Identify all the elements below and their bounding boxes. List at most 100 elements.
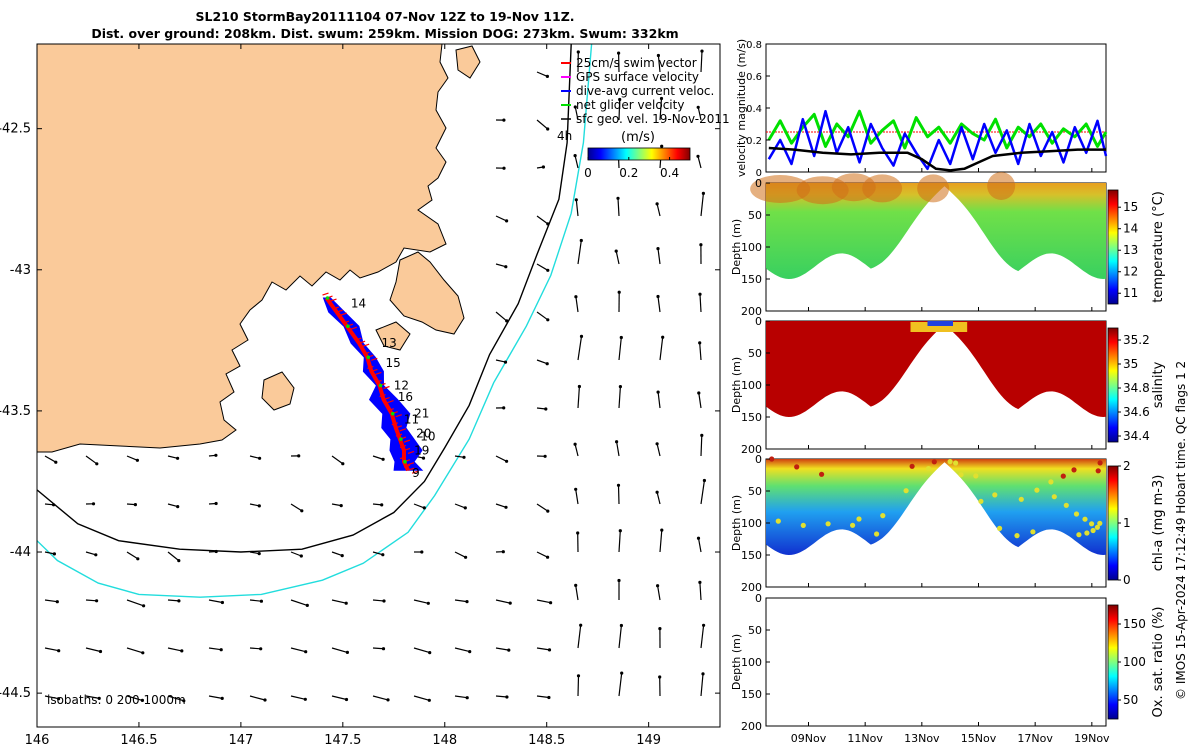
- geo-velocity-arrow: [290, 503, 303, 512]
- depth-tick-label: 100: [741, 517, 762, 530]
- salinity-colorbar-label: salinity: [1151, 361, 1166, 408]
- geo-velocity-arrowhead: [176, 456, 180, 460]
- depth-tick-label: 50: [748, 209, 762, 222]
- swim-vector: [379, 394, 386, 398]
- chlorophyll-sample: [1089, 521, 1095, 527]
- day-label: 14: [351, 297, 366, 311]
- geo-velocity-arrow: [697, 156, 702, 169]
- day-label: 11: [404, 412, 419, 426]
- geo-velocity-arrowhead: [574, 198, 578, 202]
- day-label: 10: [420, 429, 435, 443]
- title-line-1: SL210 StormBay20111104 07-Nov 12Z to 19-…: [195, 9, 575, 24]
- map-x-tick-label: 148: [432, 733, 457, 748]
- geo-velocity-arrow: [536, 551, 548, 558]
- geo-velocity-arrow: [249, 647, 261, 650]
- geo-velocity-arrowhead: [573, 105, 577, 109]
- geo-velocity-arrow: [495, 503, 507, 508]
- geo-velocity-arrow: [85, 695, 100, 699]
- geo-velocity-arrow: [208, 647, 222, 651]
- geo-velocity-arrowhead: [661, 335, 665, 339]
- warm-surface-patch: [917, 174, 950, 203]
- geo-velocity-arrow: [85, 599, 97, 602]
- vector-scale-label: 4h: [557, 129, 572, 143]
- geo-velocity-arrow: [618, 530, 621, 553]
- geo-velocity-arrowhead: [545, 362, 549, 366]
- geo-velocity-arrowhead: [381, 553, 385, 557]
- geo-velocity-arrowhead: [504, 505, 508, 509]
- swim-vector: [332, 306, 339, 310]
- swim-vector: [403, 447, 411, 451]
- geo-velocity-arrowhead: [305, 603, 309, 608]
- geo-velocity-arrow: [85, 647, 101, 653]
- depth-tick-label: 100: [741, 241, 762, 254]
- geo-velocity-arrowhead: [344, 601, 348, 605]
- chlorophyll-sample: [1084, 530, 1090, 536]
- geo-velocity-arrowhead: [656, 247, 660, 251]
- geo-velocity-arrowhead: [617, 578, 621, 583]
- geo-velocity-arrowhead: [573, 442, 577, 446]
- geo-velocity-arrowhead: [95, 599, 99, 603]
- time-tick-label: 15Nov: [961, 732, 997, 745]
- depth-axis-label: Depth (m): [730, 219, 743, 275]
- geo-velocity-arrowhead: [655, 202, 659, 206]
- geo-velocity-arrowhead: [700, 49, 704, 53]
- geo-velocity-arrow: [249, 455, 260, 459]
- chlorophyll-sample: [997, 525, 1003, 532]
- geo-velocity-arrowhead: [465, 696, 469, 700]
- geo-velocity-arrowhead: [140, 698, 144, 703]
- geo-velocity-arrow: [454, 551, 466, 558]
- geo-velocity-arrow: [618, 673, 623, 697]
- geo-velocity-arrowhead: [545, 74, 550, 78]
- geo-velocity-arrowhead: [91, 502, 96, 506]
- geo-velocity-arrow: [290, 551, 302, 557]
- legend-dive-avg-velocity: dive-avg current veloc.: [576, 84, 714, 98]
- legend-geo-velocity: sfc geo. vel. 19-Nov-2011: [576, 112, 730, 126]
- salinity-field: [766, 321, 1106, 417]
- swim-vector: [375, 379, 382, 384]
- geo-velocity-arrow: [575, 489, 579, 505]
- geo-velocity-arrowhead: [422, 506, 426, 510]
- oxygen-panel: Ox. sat. ratio (%): [765, 597, 1166, 727]
- geo-velocity-arrowhead: [505, 459, 509, 463]
- geo-velocity-arrowhead: [258, 456, 262, 460]
- geo-velocity-arrowhead: [468, 650, 472, 654]
- geo-velocity-arrowhead: [381, 457, 385, 461]
- geo-velocity-arrowhead: [382, 599, 386, 603]
- geo-velocity-arrowhead: [180, 649, 184, 653]
- depth-tick-label: 150: [741, 273, 762, 286]
- swim-vector: [407, 462, 415, 466]
- geo-velocity-arrowhead: [579, 238, 583, 243]
- velocity-series-3: [768, 146, 1106, 172]
- geo-velocity-arrowhead: [543, 454, 547, 458]
- swim-vector: [387, 400, 394, 404]
- geo-velocity-arrow: [536, 359, 548, 365]
- geo-velocity-arrowhead: [135, 458, 139, 462]
- geo-velocity-arrowhead: [544, 407, 548, 411]
- geo-velocity-arrowhead: [177, 599, 181, 603]
- geo-velocity-arrowhead: [573, 154, 577, 158]
- geo-velocity-arrowhead: [659, 96, 664, 101]
- chlorophyll-sample: [953, 460, 959, 466]
- chlorophyll-sample: [856, 516, 862, 522]
- geo-velocity-arrowhead: [696, 154, 700, 158]
- map-y-tick-label: -42.5: [0, 122, 31, 137]
- geo-velocity-arrowhead: [546, 127, 550, 131]
- chlorophyll-sample: [1063, 502, 1069, 508]
- velocity-series-2: [767, 109, 1108, 171]
- geo-velocity-arrow: [700, 193, 704, 217]
- time-tick-label: 13Nov: [904, 732, 940, 745]
- geo-velocity-arrow: [331, 695, 347, 701]
- geo-velocity-arrow: [618, 99, 621, 121]
- swim-vector: [342, 320, 350, 324]
- geo-velocity-arrowhead: [702, 478, 707, 483]
- colorbar-tick-label: 34.6: [1123, 405, 1150, 419]
- geo-velocity-arrowhead: [381, 647, 386, 651]
- geo-velocity-arrow: [208, 599, 223, 604]
- chlorophyll-sample: [1097, 460, 1103, 466]
- depth-tick-label: 150: [741, 549, 762, 562]
- geo-velocity-arrowhead: [656, 53, 661, 58]
- geo-velocity-arrow: [167, 503, 178, 508]
- geo-velocity-arrow: [372, 455, 384, 460]
- title-line-2: Dist. over ground: 208km. Dist. swum: 25…: [91, 26, 679, 41]
